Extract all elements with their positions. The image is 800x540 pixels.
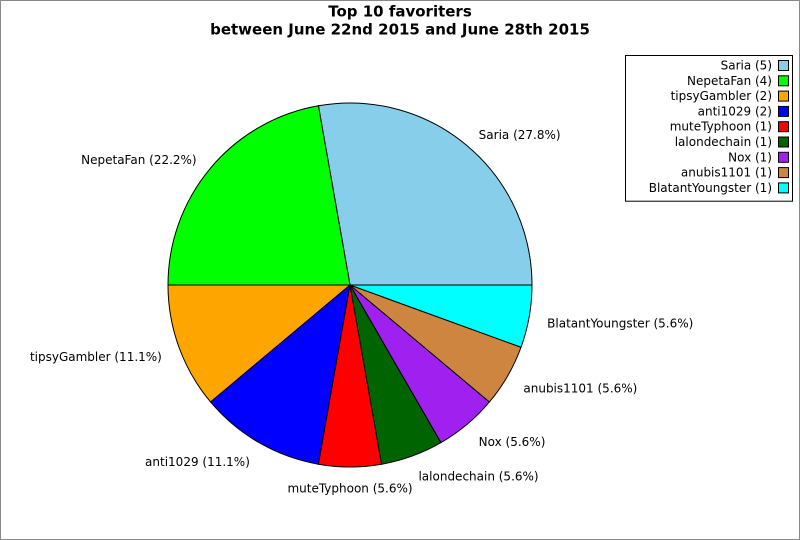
legend-label: anti1029 (2) xyxy=(698,104,772,118)
legend-swatch xyxy=(778,60,789,71)
legend-label: muteTyphoon (1) xyxy=(670,120,772,134)
legend-swatch xyxy=(778,90,789,102)
slice-label: lalondechain (5.6%) xyxy=(418,470,538,484)
legend-label: Nox (1) xyxy=(728,150,772,164)
legend-label: lalondechain (1) xyxy=(675,135,772,149)
legend-swatch xyxy=(778,75,789,87)
legend-swatch xyxy=(778,121,789,133)
legend-label: anubis1101 (1) xyxy=(681,166,772,180)
pie-slice xyxy=(167,105,351,286)
chart-subtitle: between June 22nd 2015 and June 28th 201… xyxy=(210,21,590,39)
legend-swatch xyxy=(778,105,789,117)
legend-label: BlatantYoungster (1) xyxy=(649,181,772,195)
slice-label: NepetaFan (22.2%) xyxy=(81,153,196,167)
legend-label: Saria (5) xyxy=(721,59,772,73)
legend-swatch xyxy=(778,167,789,179)
legend-swatch xyxy=(778,182,789,194)
slice-label: BlatantYoungster (5.6%) xyxy=(547,316,693,330)
pie-slice xyxy=(167,284,352,403)
chart-title: Top 10 favoriters xyxy=(328,3,472,21)
legend-label: tipsyGambler (2) xyxy=(671,89,772,103)
pie-slice xyxy=(317,102,533,286)
slice-label: muteTyphoon (5.6%) xyxy=(287,482,412,496)
legend-swatch xyxy=(778,151,789,163)
slice-label: anubis1101 (5.6%) xyxy=(523,382,637,396)
legend-label: NepetaFan (4) xyxy=(687,74,772,88)
legend-box xyxy=(625,55,793,202)
pie-slice xyxy=(209,283,351,465)
pie-slice xyxy=(349,284,533,348)
slice-label: anti1029 (11.1%) xyxy=(145,455,250,469)
slice-label: tipsyGambler (11.1%) xyxy=(30,350,162,364)
slice-label: Nox (5.6%) xyxy=(479,435,546,449)
slice-label: Saria (27.8%) xyxy=(479,128,561,142)
legend-swatch xyxy=(778,136,789,148)
